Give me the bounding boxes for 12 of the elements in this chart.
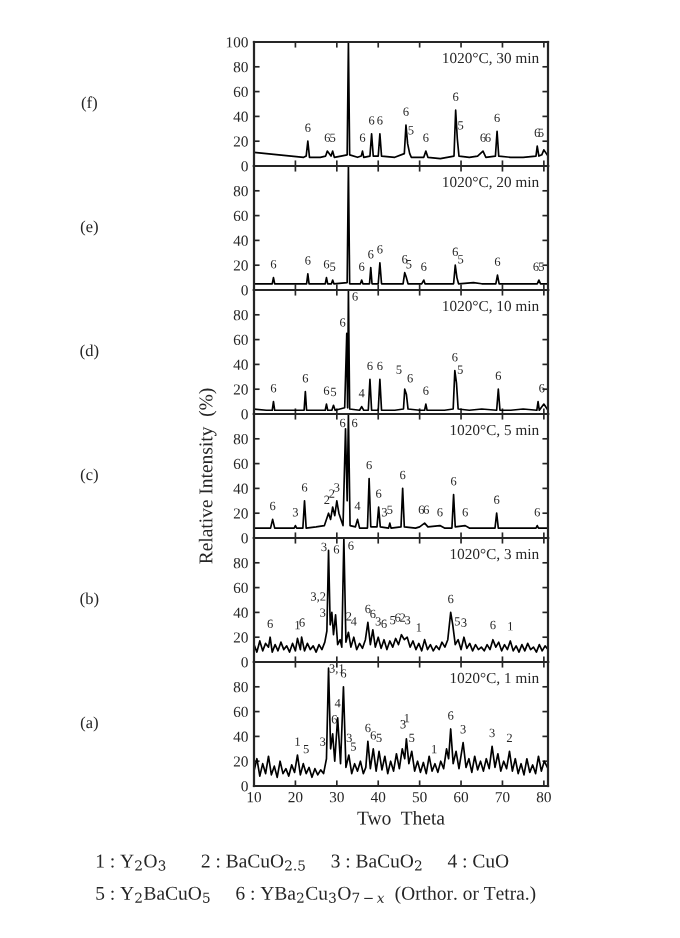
text: (f)	[81, 96, 97, 112]
text: (b)	[80, 592, 99, 608]
line-series	[254, 667, 548, 779]
y-axis-title: Relative Intensity (%)	[198, 388, 217, 564]
text: (c)	[80, 468, 98, 484]
text: (e)	[80, 220, 98, 236]
text: (a)	[80, 716, 98, 732]
x-axis-title: Two Theta	[357, 810, 445, 825]
text: 5 : Y$_{2}$BaCuO$_{5}$ 6 : YBa$_{2}$Cu$_{3}$O$_{7−x}$ (Orthor. or Tetra.)	[96, 886, 536, 904]
text: (d)	[80, 344, 99, 360]
text: 1 : Y$_{2}$O$_{3}$ 2 : BaCuO$_{2.5}$ 3 : BaCuO$_{2}$ 4 : CuO	[96, 854, 509, 871]
line-series	[254, 42, 548, 160]
